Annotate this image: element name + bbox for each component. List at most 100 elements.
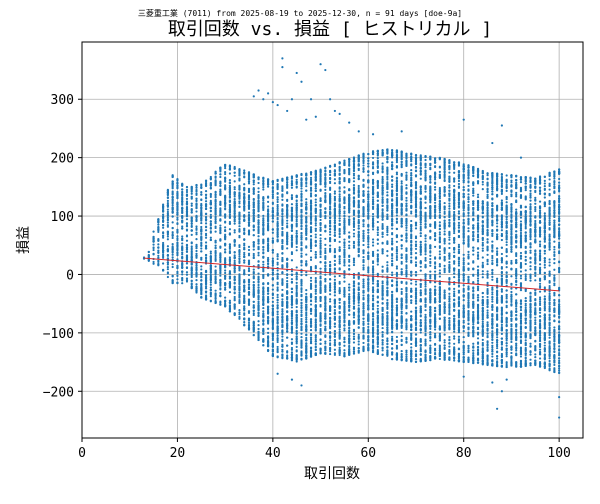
data-point (310, 235, 312, 237)
data-point (248, 233, 250, 235)
data-point (172, 196, 174, 198)
data-point (167, 218, 169, 220)
data-point (315, 228, 317, 230)
data-point (248, 324, 250, 326)
data-point (205, 216, 207, 218)
data-point (300, 209, 302, 211)
data-point (238, 301, 240, 303)
data-point (339, 321, 341, 323)
data-point (343, 290, 345, 292)
data-point (219, 231, 221, 233)
data-point (162, 237, 164, 239)
data-point (238, 200, 240, 202)
data-point (272, 252, 274, 254)
data-point (181, 209, 183, 211)
data-point (367, 213, 369, 215)
data-point (234, 282, 236, 284)
data-point (358, 209, 360, 211)
data-point (267, 208, 269, 210)
data-point (238, 168, 240, 170)
data-point (248, 178, 250, 180)
data-point (253, 234, 255, 236)
data-point (324, 244, 326, 246)
data-point (367, 180, 369, 182)
data-point (324, 342, 326, 344)
data-point (257, 309, 259, 311)
data-point (210, 293, 212, 295)
data-point (334, 178, 336, 180)
data-point (257, 209, 259, 211)
data-point (248, 286, 250, 288)
data-point (210, 227, 212, 229)
data-point (305, 253, 307, 255)
data-point (210, 300, 212, 302)
data-point (315, 173, 317, 175)
data-point (172, 221, 174, 223)
data-point (324, 167, 326, 169)
data-point (358, 187, 360, 189)
data-point (234, 279, 236, 281)
data-point (291, 342, 293, 344)
data-point (167, 266, 169, 268)
data-point (343, 321, 345, 323)
data-point (300, 274, 302, 276)
data-point (339, 354, 341, 356)
data-point (215, 172, 217, 174)
data-point (267, 282, 269, 284)
data-point (353, 222, 355, 224)
data-point (362, 230, 364, 232)
data-point (367, 157, 369, 159)
data-point (362, 318, 364, 320)
data-point (257, 246, 259, 248)
data-point (210, 207, 212, 209)
data-point (195, 267, 197, 269)
data-point (300, 173, 302, 175)
data-point (172, 256, 174, 258)
data-point (229, 195, 231, 197)
data-point (300, 279, 302, 281)
data-point (334, 222, 336, 224)
data-point (300, 233, 302, 235)
data-point (343, 319, 345, 321)
data-point (162, 242, 164, 244)
data-point (176, 193, 178, 195)
data-point (157, 243, 159, 245)
data-point (205, 298, 207, 300)
data-point (238, 171, 240, 173)
data-point (305, 297, 307, 299)
data-point (296, 174, 298, 176)
data-point (253, 269, 255, 271)
data-point (367, 347, 369, 349)
data-point (329, 353, 331, 355)
data-point (329, 348, 331, 350)
data-point (195, 265, 197, 267)
data-point (296, 246, 298, 248)
data-point (262, 257, 264, 259)
data-point (210, 266, 212, 268)
data-point (267, 293, 269, 295)
data-point (300, 309, 302, 311)
data-point (176, 187, 178, 189)
data-point (367, 266, 369, 268)
data-point (167, 197, 169, 199)
data-point (277, 240, 279, 242)
data-point (315, 209, 317, 211)
data-point (334, 322, 336, 324)
data-point (253, 310, 255, 312)
data-point (300, 203, 302, 205)
data-point (172, 281, 174, 283)
data-point (272, 240, 274, 242)
data-point (234, 260, 236, 262)
data-point (224, 167, 226, 169)
data-point (172, 227, 174, 229)
data-point (272, 209, 274, 211)
data-point (281, 266, 283, 268)
data-point (248, 222, 250, 224)
data-point (334, 192, 336, 194)
data-point (310, 337, 312, 339)
data-point (348, 207, 350, 209)
data-point (277, 321, 279, 323)
data-point (195, 231, 197, 233)
data-point (358, 347, 360, 349)
data-point (186, 207, 188, 209)
